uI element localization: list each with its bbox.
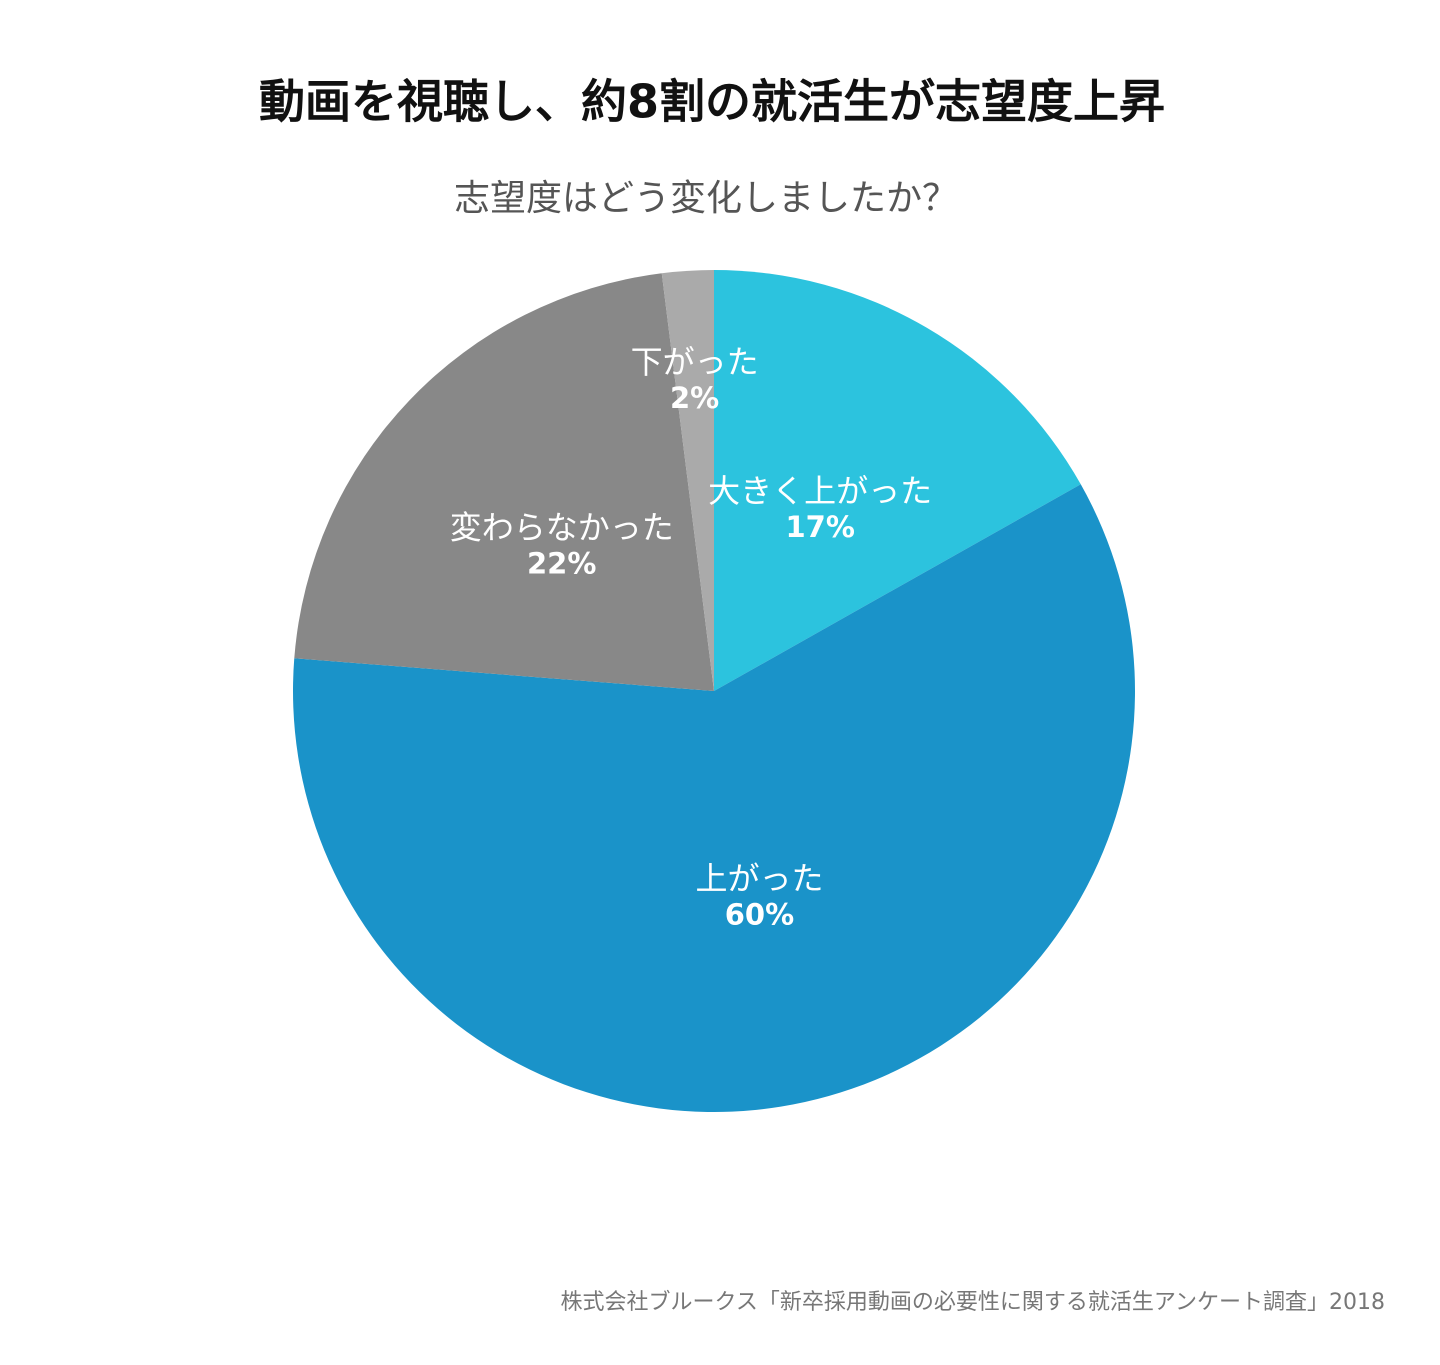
slice-name: 下がった <box>631 343 759 381</box>
pie-slice <box>661 270 714 691</box>
slice-name: 上がった <box>695 860 823 898</box>
slice-name: 変わらなかった <box>450 509 674 547</box>
pie-slice <box>294 273 714 691</box>
chart-subtitle: 志望度はどう変化しましたか？ <box>454 178 958 219</box>
slice-value: 17% <box>785 510 854 544</box>
source-note: 株式会社ブルークス「新卒採用動画の必要性に関する就活生アンケート調査」2018 <box>561 1290 1385 1315</box>
slice-value: 2% <box>670 381 719 415</box>
slice-value: 60% <box>725 898 794 932</box>
slice-value: 22% <box>527 547 596 581</box>
pie-slice <box>714 270 1081 691</box>
slice-name: 大きく上がった <box>708 472 932 510</box>
chart-title: 動画を視聴し、約8割の就活生が志望度上昇 <box>259 75 1165 129</box>
pie-slice <box>293 484 1136 1112</box>
